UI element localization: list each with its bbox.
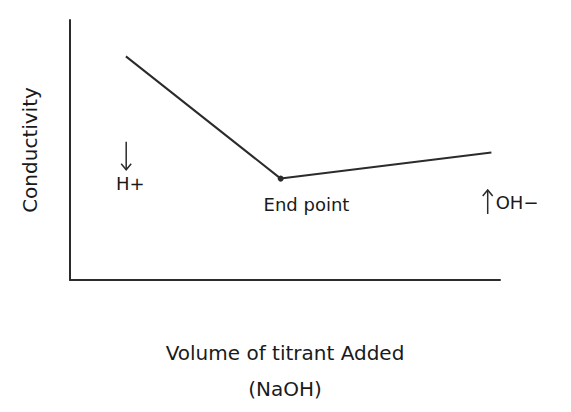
svg-text:OH−: OH− <box>496 192 539 213</box>
svg-text:Conductivity: Conductivity <box>18 87 42 213</box>
svg-text:H+: H+ <box>116 173 145 194</box>
svg-text:(NaOH): (NaOH) <box>248 377 322 401</box>
svg-text:Volume of titrant Added: Volume of titrant Added <box>166 341 405 365</box>
svg-text:End point: End point <box>264 194 350 215</box>
